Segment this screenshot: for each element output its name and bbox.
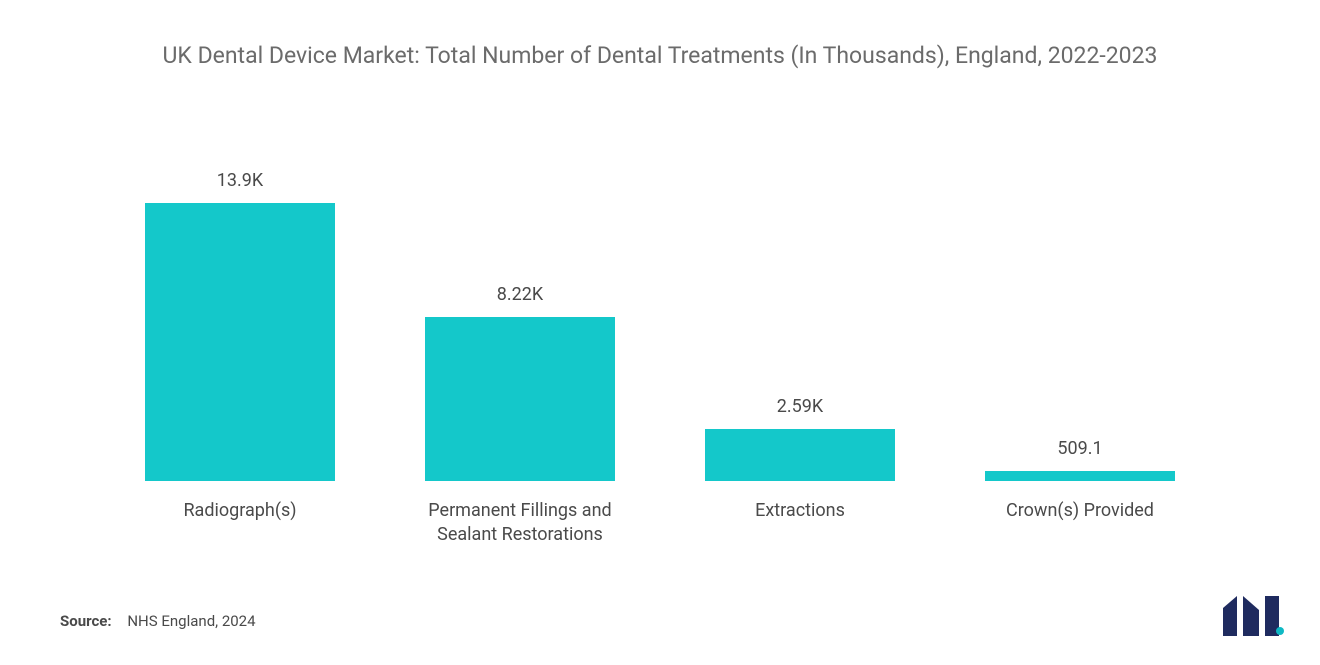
bar-value-label: 2.59K [777,396,823,417]
bar-value-label: 13.9K [217,170,263,191]
bar-group-2: 2.59K [660,121,940,481]
chart-container: UK Dental Device Market: Total Number of… [0,0,1320,665]
chart-title: UK Dental Device Market: Total Number of… [160,40,1160,71]
category-label: Permanent Fillings and Sealant Restorati… [380,499,660,548]
category-label: Radiograph(s) [100,499,380,548]
bar-group-3: 509.1 [940,121,1220,481]
logo-stroke-1 [1223,596,1237,636]
bar-1 [425,317,615,481]
brand-logo-icon [1223,596,1285,640]
logo-stroke-2 [1243,596,1259,636]
source-text: NHS England, 2024 [127,612,255,630]
bar-2 [705,429,895,481]
source-attribution: Source: NHS England, 2024 [60,612,256,630]
bar-group-0: 13.9K [100,121,380,481]
bar-group-1: 8.22K [380,121,660,481]
plot-area: 13.9K 8.22K 2.59K 509.1 [60,121,1260,481]
source-key: Source: [60,612,112,630]
bar-value-label: 8.22K [497,284,543,305]
bar-3 [985,471,1175,481]
category-axis: Radiograph(s) Permanent Fillings and Sea… [60,481,1260,548]
category-label: Extractions [660,499,940,548]
logo-dot [1276,627,1284,635]
bar-value-label: 509.1 [1057,438,1102,459]
bar-0 [145,203,335,481]
category-label: Crown(s) Provided [940,499,1220,548]
